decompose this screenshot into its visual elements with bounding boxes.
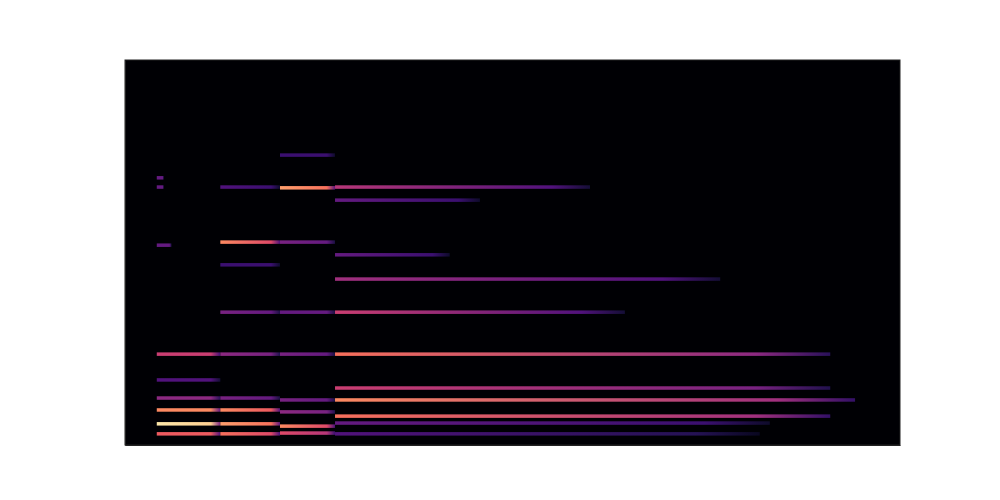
spectral-line xyxy=(220,432,280,436)
spectral-line xyxy=(335,198,480,202)
spectral-line xyxy=(157,378,221,382)
spectral-line xyxy=(335,352,830,356)
spectral-line xyxy=(280,186,335,190)
spectral-line xyxy=(335,432,760,436)
figure xyxy=(0,0,1000,500)
spectral-line xyxy=(220,352,280,356)
spectral-line xyxy=(280,352,335,356)
spectral-line xyxy=(157,185,164,189)
spectral-line xyxy=(280,398,335,402)
spectral-line xyxy=(335,398,855,402)
plot-background xyxy=(125,60,900,445)
spectral-line xyxy=(335,414,830,418)
spectral-line xyxy=(280,240,335,244)
spectral-line xyxy=(157,408,221,412)
spectral-line xyxy=(220,240,280,244)
spectral-line xyxy=(157,176,164,180)
spectral-line xyxy=(280,153,335,157)
spectral-line xyxy=(157,432,221,436)
plot xyxy=(125,60,901,446)
spectral-line xyxy=(220,185,280,189)
spectral-line xyxy=(335,277,720,281)
spectral-line xyxy=(220,422,280,426)
spectral-line xyxy=(157,243,172,247)
spectral-line xyxy=(220,408,280,412)
spectral-line xyxy=(220,396,280,400)
spectral-line xyxy=(335,310,625,314)
spectral-line xyxy=(157,422,221,426)
spectral-line xyxy=(280,310,335,314)
spectral-line xyxy=(280,424,335,428)
cells xyxy=(157,153,855,435)
spectral-line xyxy=(280,410,335,414)
spectral-line xyxy=(335,185,590,189)
spectral-line xyxy=(157,352,221,356)
plot-frame xyxy=(125,60,900,445)
spectral-line xyxy=(335,253,450,257)
spectral-line xyxy=(335,421,770,425)
spectral-line xyxy=(335,386,830,390)
spectral-line xyxy=(157,396,221,400)
spectral-line xyxy=(280,431,335,435)
spectral-line xyxy=(220,310,280,314)
spectral-line xyxy=(220,263,280,267)
